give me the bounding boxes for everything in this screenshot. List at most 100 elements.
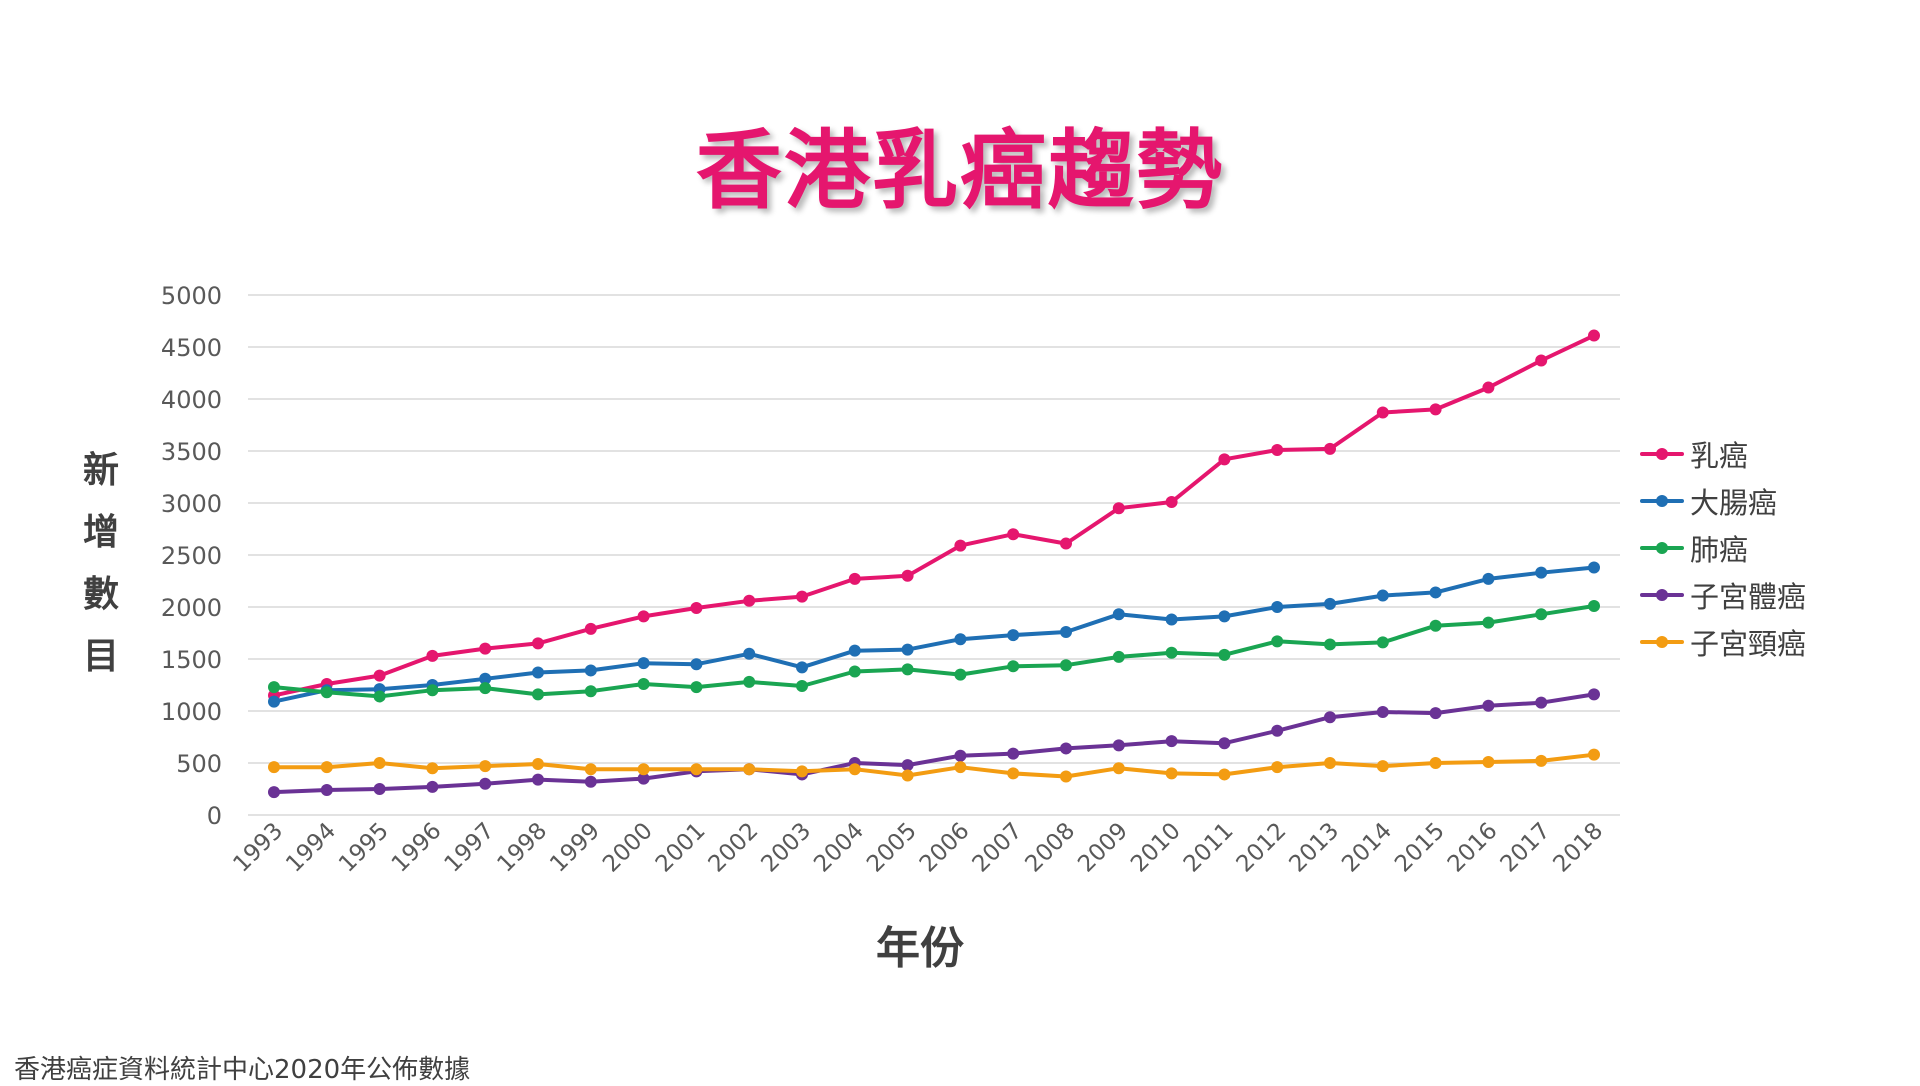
legend-label: 大腸癌 (1690, 485, 1778, 520)
data-point (1482, 755, 1495, 768)
legend: 乳癌大腸癌肺癌子宮體癌子宮頸癌 (1640, 430, 1806, 665)
data-point (690, 681, 703, 694)
data-point (954, 633, 967, 646)
x-tick-label: 2001 (651, 818, 711, 878)
series-1 (268, 329, 1600, 702)
data-point (426, 649, 439, 662)
x-tick-label: 2006 (915, 818, 975, 878)
gridlines (248, 294, 1620, 816)
data-point (1060, 625, 1072, 638)
data-point (1429, 707, 1442, 720)
y-tick-label: 2000 (161, 594, 222, 622)
y-tick-label: 1000 (161, 698, 222, 726)
data-point (796, 590, 808, 603)
data-point (1165, 735, 1178, 748)
data-point (1324, 757, 1336, 769)
data-point (479, 777, 492, 790)
data-point (1007, 747, 1020, 760)
data-point (1007, 629, 1020, 642)
data-point (848, 763, 861, 776)
x-tick-label: 2002 (704, 818, 764, 878)
data-point (426, 684, 439, 697)
x-tick-label: 2015 (1390, 818, 1450, 878)
x-tick-label: 2013 (1284, 818, 1344, 878)
data-point (1271, 443, 1284, 456)
data-point (584, 775, 597, 788)
legend-swatch (1640, 488, 1684, 514)
series-line (272, 565, 1596, 704)
data-point (901, 759, 914, 772)
data-point (743, 647, 756, 660)
data-point (1376, 706, 1389, 719)
data-point (373, 690, 386, 703)
series-line (272, 333, 1596, 698)
data-point (637, 763, 650, 776)
data-point (1112, 608, 1125, 621)
x-tick-label: 1995 (334, 818, 394, 878)
data-point (848, 572, 861, 585)
y-tick-label: 2500 (161, 542, 222, 570)
data-point (1324, 711, 1336, 724)
x-tick-label: 1993 (228, 818, 288, 878)
data-point (532, 666, 544, 679)
data-point (1429, 403, 1442, 416)
chart-title: 香港乳癌趨勢 (696, 121, 1224, 221)
legend-item: 子宮體癌 (1640, 571, 1806, 618)
x-axis-tick-labels: 1993199419951996199719981999200020012002… (228, 818, 1608, 878)
x-tick-label: 2008 (1020, 818, 1080, 878)
data-point (901, 769, 914, 782)
data-point (479, 672, 492, 685)
data-point (901, 643, 914, 656)
x-tick-label: 2010 (1126, 818, 1186, 878)
data-point (1218, 453, 1231, 466)
series-3 (268, 599, 1600, 703)
legend-item: 子宮頸癌 (1640, 618, 1806, 665)
data-point (796, 680, 808, 693)
data-point (690, 763, 703, 776)
series-line (272, 692, 1596, 795)
x-tick-label: 2007 (968, 818, 1028, 878)
data-point (373, 757, 386, 769)
data-point (848, 644, 861, 657)
data-point (1007, 528, 1020, 541)
legend-label: 子宮頸癌 (1690, 626, 1807, 661)
x-tick-label: 2014 (1337, 818, 1397, 878)
x-tick-label: 1994 (281, 818, 341, 878)
y-axis-tick-labels: 0 500 1000 1500 2000 2500 3000 3500 4000 4500 5000 (161, 282, 222, 830)
data-point (1376, 406, 1389, 419)
data-point (1218, 768, 1231, 781)
data-point (901, 663, 914, 676)
data-point (1112, 762, 1125, 775)
y-axis-label-char: 增 (82, 512, 119, 553)
x-tick-label: 1999 (545, 818, 605, 878)
data-point (320, 784, 333, 797)
data-point (1324, 442, 1336, 455)
legend-label: 肺癌 (1690, 532, 1749, 567)
data-point (1271, 761, 1284, 774)
data-point (1112, 502, 1125, 515)
data-point (690, 658, 703, 671)
legend-label: 子宮體癌 (1690, 579, 1807, 614)
data-point (1324, 597, 1336, 610)
source-note: 香港癌症資料統計中心2020年公佈數據 (14, 1055, 471, 1085)
data-point (1165, 646, 1178, 659)
data-point (1588, 329, 1600, 342)
data-point (1376, 760, 1389, 773)
x-tick-label: 1996 (387, 818, 447, 878)
data-point (1429, 619, 1442, 632)
y-tick-label: 3000 (161, 490, 222, 518)
data-point (1165, 495, 1178, 508)
data-point (1376, 636, 1389, 649)
data-point (901, 569, 914, 582)
legend-swatch (1640, 582, 1684, 608)
x-tick-label: 2018 (1548, 818, 1608, 878)
data-point (479, 642, 492, 655)
series-line (272, 752, 1596, 779)
data-point (1060, 742, 1072, 755)
data-point (743, 594, 756, 607)
data-point (954, 761, 967, 774)
data-point (637, 772, 650, 785)
y-tick-label: 4500 (161, 334, 222, 362)
y-tick-label: 500 (176, 750, 222, 778)
legend-label: 乳癌 (1690, 438, 1749, 473)
